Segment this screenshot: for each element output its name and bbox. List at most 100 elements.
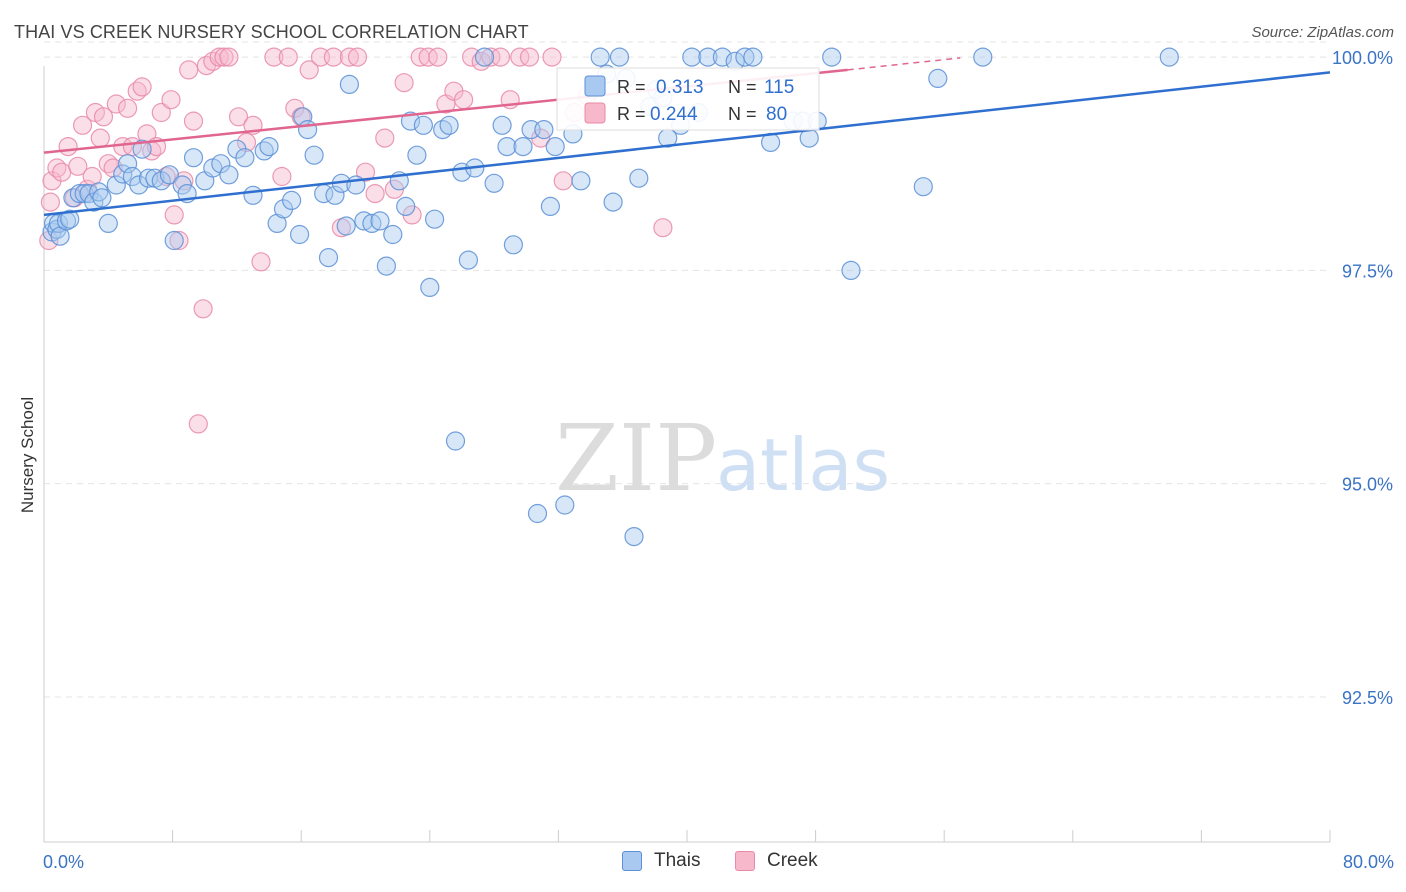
thais-point — [420, 277, 440, 297]
legend-item-thais[interactable]: Thais — [622, 850, 700, 872]
thais-points — [42, 47, 1179, 547]
y-tick-label: 100.0% — [1332, 48, 1393, 68]
creek-point — [117, 98, 138, 118]
creek-point — [40, 192, 61, 212]
thais-point — [243, 185, 263, 205]
creek-point — [519, 47, 540, 67]
creek-point — [52, 162, 72, 182]
creek-point — [542, 47, 562, 67]
legend-label-creek: Creek — [767, 850, 818, 871]
creek-point — [188, 414, 208, 434]
legend-thais-n-value: 115 — [764, 77, 794, 98]
creek-point — [161, 90, 181, 110]
thais-point — [973, 47, 993, 67]
thais-point — [354, 211, 374, 231]
legend-thais-n-label: N = — [728, 77, 757, 97]
legend-swatch-thais — [622, 851, 642, 871]
thais-point — [928, 68, 948, 89]
creek-point — [236, 132, 257, 152]
creek-point — [179, 60, 199, 80]
legend-creek-r-label: R = — [617, 104, 646, 124]
thais-trend-line — [43, 71, 1331, 217]
thais-point — [235, 148, 255, 168]
creek-point — [193, 299, 213, 319]
creek-point — [164, 205, 184, 225]
x-tick-min: 0.0% — [43, 852, 85, 872]
creek-point — [90, 128, 110, 148]
thais-point — [282, 190, 302, 210]
thais-point — [571, 171, 591, 191]
thais-point — [164, 230, 184, 251]
creek-point — [490, 47, 511, 67]
thais-point — [445, 431, 466, 451]
thais-point — [159, 165, 179, 185]
watermark: ZIP atlas — [555, 405, 890, 512]
creek-point — [209, 47, 229, 67]
legend-item-creek[interactable]: Creek — [735, 850, 818, 872]
thais-point — [298, 120, 318, 140]
creek-point — [72, 115, 93, 135]
creek-point — [251, 252, 271, 272]
legend-swatch-creek — [735, 851, 755, 871]
thais-point — [1159, 47, 1179, 67]
legend-creek-r-value: 0.244 — [650, 104, 698, 125]
chart-title: THAI VS CREEK NURSERY SCHOOL CORRELATION… — [14, 22, 529, 42]
creek-point — [299, 60, 319, 80]
thais-point — [527, 503, 548, 524]
thais-point — [698, 47, 718, 67]
creek-point — [272, 166, 292, 187]
creek-point — [214, 47, 234, 67]
y-tick-labels: 100.0% 97.5% 95.0% 92.5% — [1332, 48, 1393, 708]
thais-point — [325, 185, 345, 205]
legend-thais-swatch — [584, 75, 606, 97]
thais-point — [743, 47, 763, 67]
creek-point — [553, 171, 573, 191]
creek-point — [481, 47, 501, 67]
thais-point — [841, 260, 861, 280]
thais-point — [735, 47, 755, 67]
creek-point — [339, 47, 359, 67]
creek-trend-extension — [847, 57, 961, 71]
creek-point — [58, 137, 78, 157]
creek-point — [428, 47, 448, 67]
creek-point — [394, 73, 414, 93]
creek-point — [68, 156, 88, 176]
creek-point — [264, 47, 284, 67]
thais-point — [682, 47, 702, 67]
x-tick-max: 80.0% — [1342, 852, 1394, 872]
creek-point — [375, 128, 395, 148]
thais-point — [183, 148, 204, 168]
creek-point — [365, 184, 385, 204]
watermark-zip: ZIP — [555, 405, 717, 512]
thais-point — [92, 188, 112, 208]
thais-point — [413, 115, 433, 135]
thais-point — [89, 182, 109, 202]
thais-point — [339, 74, 359, 95]
watermark-atlas: atlas — [716, 423, 890, 507]
legend-label-thais: Thais — [654, 850, 701, 871]
creek-point — [228, 107, 249, 127]
thais-point — [376, 256, 396, 276]
thais-point — [106, 175, 126, 195]
thais-point — [290, 224, 310, 245]
creek-point — [219, 47, 239, 67]
thais-point — [503, 235, 524, 255]
creek-point — [93, 107, 114, 127]
creek-point — [510, 47, 530, 67]
thais-point — [439, 115, 459, 135]
creek-point — [278, 47, 298, 67]
creek-point — [653, 218, 673, 238]
thais-point — [98, 213, 118, 233]
thais-point — [913, 177, 933, 197]
creek-point — [169, 230, 189, 251]
thais-point — [534, 120, 554, 140]
thais-point — [211, 154, 231, 174]
thais-point — [259, 137, 279, 157]
thais-point — [458, 250, 478, 270]
y-tick-label: 92.5% — [1342, 688, 1393, 708]
thais-point — [822, 47, 842, 67]
legend-creek-n-value: 80 — [766, 104, 787, 125]
y-tick-label: 97.5% — [1342, 261, 1393, 281]
thais-point — [117, 154, 138, 174]
